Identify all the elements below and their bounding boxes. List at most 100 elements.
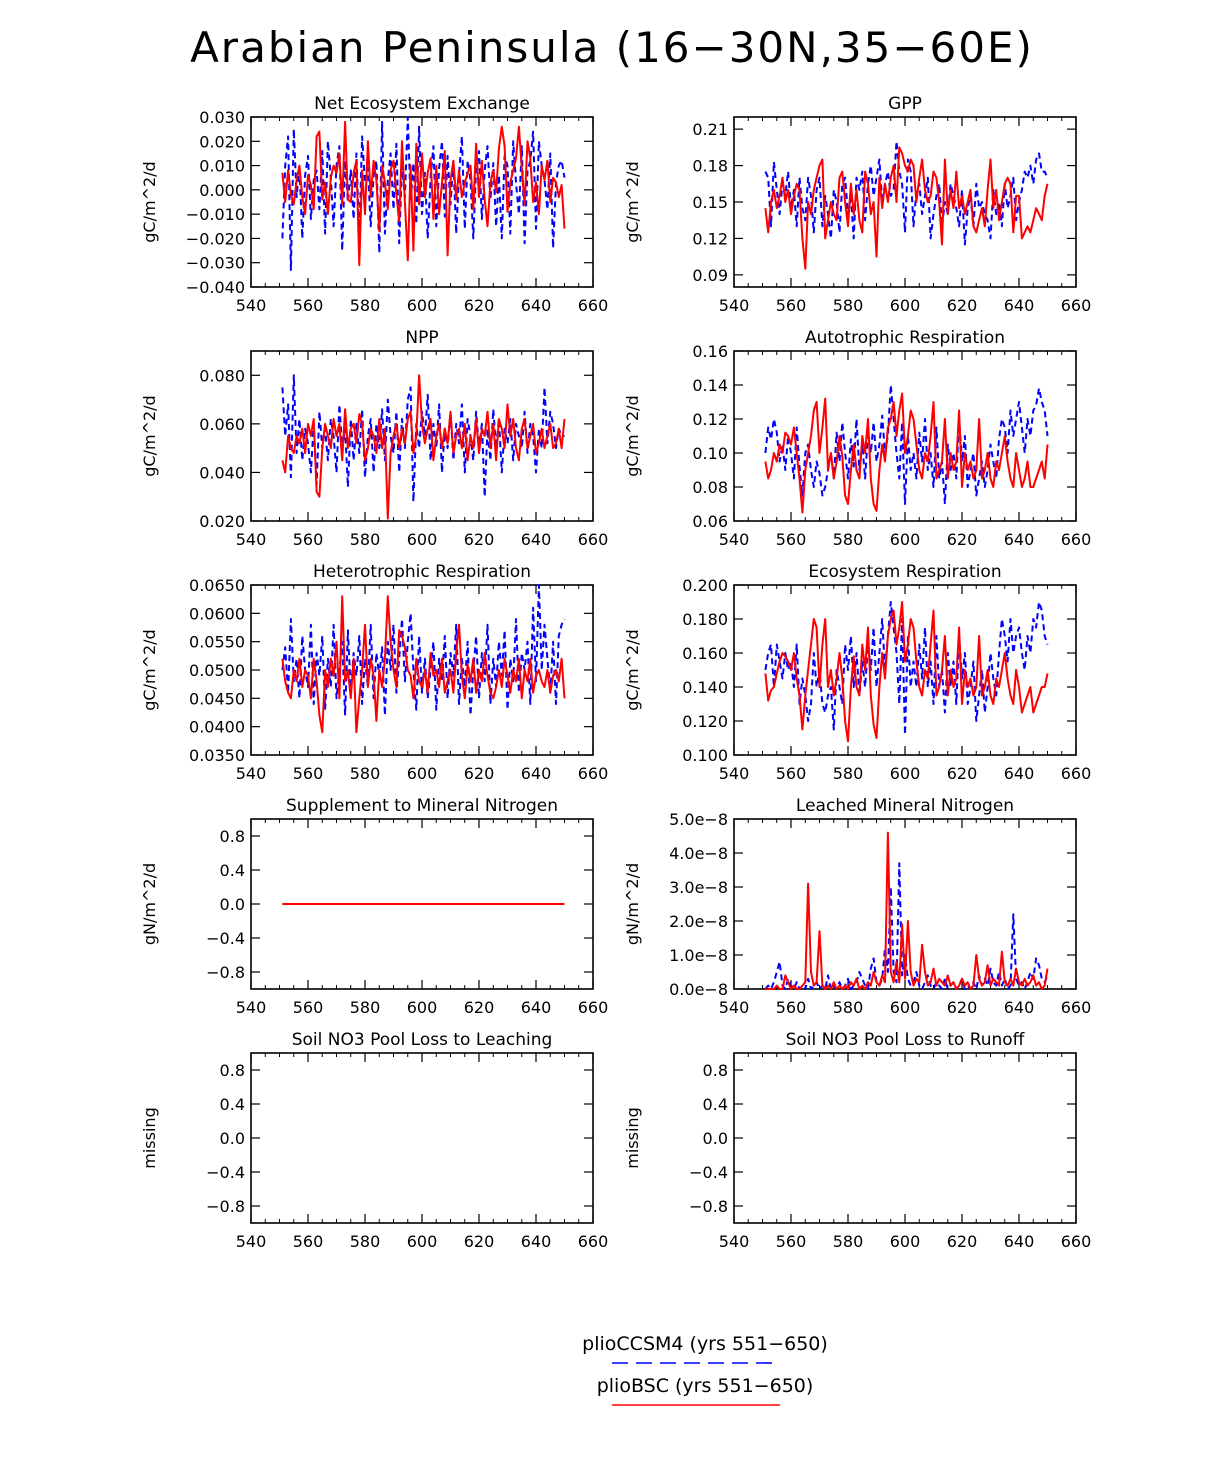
y-tick-label-leached-mineral-nitrogen: 4.0e−8 (669, 844, 728, 863)
y-tick-label-soil-no3-pool-loss-to-runoff: 0.8 (703, 1061, 728, 1080)
x-tick-label-npp: 560 (293, 530, 324, 549)
x-tick-label-soil-no3-pool-loss-to-leaching: 540 (236, 1232, 267, 1251)
y-tick-label-autotrophic-respiration: 0.06 (692, 512, 728, 531)
x-tick-label-net-ecosystem-exchange: 540 (236, 296, 267, 315)
panel-ecosystem-respiration: Ecosystem Respiration gC/m^2/d 540 560 580 60… (623, 562, 1091, 783)
x-tick-label-npp: 660 (578, 530, 609, 549)
y-tick-label-gpp: 0.09 (692, 266, 728, 285)
y-tick-label-ecosystem-respiration: 0.200 (682, 576, 728, 595)
y-axis-label-soil-no3-pool-loss-to-runoff: missing (623, 1107, 642, 1168)
legend: plioCCSM4 (yrs 551−650) plioBSC (yrs 551… (582, 1333, 828, 1406)
y-axis-label-heterotrophic-respiration: gC/m^2/d (140, 629, 159, 710)
x-tick-label-ecosystem-respiration: 620 (947, 764, 978, 783)
panel-net-ecosystem-exchange: Net Ecosystem Exchange gC/m^2/d 540 560 580 6… (140, 94, 608, 315)
panel-gpp: GPP gC/m^2/d 540 560 580 600 620 640 660 0.09 0.12… (623, 94, 1091, 315)
x-tick-label-npp: 540 (236, 530, 267, 549)
x-tick-label-leached-mineral-nitrogen: 660 (1061, 998, 1092, 1017)
x-tick-label-gpp: 560 (776, 296, 807, 315)
x-tick-label-gpp: 620 (947, 296, 978, 315)
y-tick-label-ecosystem-respiration: 0.100 (682, 746, 728, 765)
y-tick-label-npp: 0.020 (199, 512, 245, 531)
y-axis-label-npp: gC/m^2/d (140, 395, 159, 476)
legend-label-pliobsc: plioBSC (yrs 551−650) (597, 1375, 814, 1397)
x-tick-label-npp: 580 (350, 530, 381, 549)
x-tick-label-ecosystem-respiration: 560 (776, 764, 807, 783)
y-axis-label-net-ecosystem-exchange: gC/m^2/d (140, 161, 159, 242)
x-tick-label-heterotrophic-respiration: 560 (293, 764, 324, 783)
x-tick-label-gpp: 660 (1061, 296, 1092, 315)
series-pliobsc-npp (281, 374, 566, 520)
y-tick-label-autotrophic-respiration: 0.08 (692, 478, 728, 497)
x-tick-label-heterotrophic-respiration: 580 (350, 764, 381, 783)
x-tick-label-autotrophic-respiration: 540 (719, 530, 750, 549)
x-tick-label-supplement-to-mineral-nitrogen: 560 (293, 998, 324, 1017)
x-tick-label-net-ecosystem-exchange: 580 (350, 296, 381, 315)
y-tick-label-npp: 0.060 (199, 415, 245, 434)
x-tick-label-net-ecosystem-exchange: 660 (578, 296, 609, 315)
x-tick-label-soil-no3-pool-loss-to-leaching: 660 (578, 1232, 609, 1251)
panel-soil-no3-pool-loss-to-leaching: Soil NO3 Pool Loss to Leaching missing 540… (140, 1030, 608, 1251)
x-tick-label-soil-no3-pool-loss-to-leaching: 600 (407, 1232, 438, 1251)
y-tick-label-gpp: 0.18 (692, 157, 728, 176)
x-tick-label-soil-no3-pool-loss-to-runoff: 660 (1061, 1232, 1092, 1251)
x-tick-label-supplement-to-mineral-nitrogen: 620 (464, 998, 495, 1017)
panel-title-ecosystem-respiration: Ecosystem Respiration (808, 562, 1001, 582)
y-tick-label-gpp: 0.21 (692, 120, 728, 139)
y-tick-label-supplement-to-mineral-nitrogen: 0.8 (220, 827, 245, 846)
y-tick-label-leached-mineral-nitrogen: 0.0e−8 (669, 980, 728, 999)
x-tick-label-soil-no3-pool-loss-to-runoff: 560 (776, 1232, 807, 1251)
x-tick-label-leached-mineral-nitrogen: 560 (776, 998, 807, 1017)
y-tick-label-ecosystem-respiration: 0.140 (682, 678, 728, 697)
y-tick-label-autotrophic-respiration: 0.16 (692, 342, 728, 361)
panel-supplement-to-mineral-nitrogen: Supplement to Mineral Nitrogen gN/m^2/d 54… (140, 796, 608, 1017)
panel-title-supplement-to-mineral-nitrogen: Supplement to Mineral Nitrogen (286, 796, 558, 816)
y-tick-label-net-ecosystem-exchange: 0.020 (199, 132, 245, 151)
y-tick-label-soil-no3-pool-loss-to-leaching: 0.4 (220, 1095, 245, 1114)
y-tick-label-supplement-to-mineral-nitrogen: 0.4 (220, 861, 245, 880)
y-tick-label-supplement-to-mineral-nitrogen: 0.0 (220, 895, 245, 914)
x-tick-label-autotrophic-respiration: 660 (1061, 530, 1092, 549)
x-tick-label-net-ecosystem-exchange: 620 (464, 296, 495, 315)
x-tick-label-soil-no3-pool-loss-to-leaching: 560 (293, 1232, 324, 1251)
y-tick-label-heterotrophic-respiration: 0.0600 (189, 604, 245, 623)
y-tick-label-leached-mineral-nitrogen: 5.0e−8 (669, 810, 728, 829)
series-plioccsm4-ecosystem-respiration (764, 601, 1049, 736)
y-tick-label-ecosystem-respiration: 0.160 (682, 644, 728, 663)
y-tick-label-soil-no3-pool-loss-to-runoff: −0.4 (689, 1163, 728, 1182)
x-tick-label-ecosystem-respiration: 640 (1004, 764, 1035, 783)
x-tick-label-autotrophic-respiration: 580 (833, 530, 864, 549)
x-tick-label-npp: 640 (521, 530, 552, 549)
y-tick-label-gpp: 0.15 (692, 193, 728, 212)
series-plioccsm4-gpp (764, 140, 1049, 246)
x-tick-label-heterotrophic-respiration: 620 (464, 764, 495, 783)
panel-title-heterotrophic-respiration: Heterotrophic Respiration (313, 562, 531, 582)
panel-npp: NPP gC/m^2/d 540 560 580 600 620 640 660 0.020 0.0… (140, 328, 608, 549)
y-tick-label-net-ecosystem-exchange: −0.030 (186, 254, 245, 273)
x-tick-label-soil-no3-pool-loss-to-leaching: 580 (350, 1232, 381, 1251)
y-tick-label-soil-no3-pool-loss-to-runoff: 0.0 (703, 1129, 728, 1148)
x-tick-label-ecosystem-respiration: 600 (890, 764, 921, 783)
x-tick-label-supplement-to-mineral-nitrogen: 640 (521, 998, 552, 1017)
y-tick-label-net-ecosystem-exchange: −0.040 (186, 278, 245, 297)
y-tick-label-net-ecosystem-exchange: −0.020 (186, 229, 245, 248)
y-tick-label-ecosystem-respiration: 0.180 (682, 610, 728, 629)
series-plioccsm4-autotrophic-respiration (764, 384, 1049, 505)
y-tick-label-npp: 0.040 (199, 463, 245, 482)
panel-grid: Net Ecosystem Exchange gC/m^2/d 540 560 580 6… (140, 94, 1091, 1251)
y-tick-label-soil-no3-pool-loss-to-runoff: 0.4 (703, 1095, 728, 1114)
y-tick-label-soil-no3-pool-loss-to-leaching: 0.0 (220, 1129, 245, 1148)
panel-title-npp: NPP (405, 328, 438, 348)
x-tick-label-soil-no3-pool-loss-to-runoff: 600 (890, 1232, 921, 1251)
y-tick-label-supplement-to-mineral-nitrogen: −0.8 (206, 963, 245, 982)
x-tick-label-leached-mineral-nitrogen: 600 (890, 998, 921, 1017)
y-axis-label-supplement-to-mineral-nitrogen: gN/m^2/d (140, 863, 159, 945)
y-tick-label-heterotrophic-respiration: 0.0500 (189, 661, 245, 680)
x-tick-label-ecosystem-respiration: 660 (1061, 764, 1092, 783)
series-pliobsc-gpp (764, 146, 1049, 270)
x-tick-label-autotrophic-respiration: 620 (947, 530, 978, 549)
y-tick-label-autotrophic-respiration: 0.12 (692, 410, 728, 429)
x-tick-label-net-ecosystem-exchange: 640 (521, 296, 552, 315)
panel-title-leached-mineral-nitrogen: Leached Mineral Nitrogen (796, 796, 1014, 816)
